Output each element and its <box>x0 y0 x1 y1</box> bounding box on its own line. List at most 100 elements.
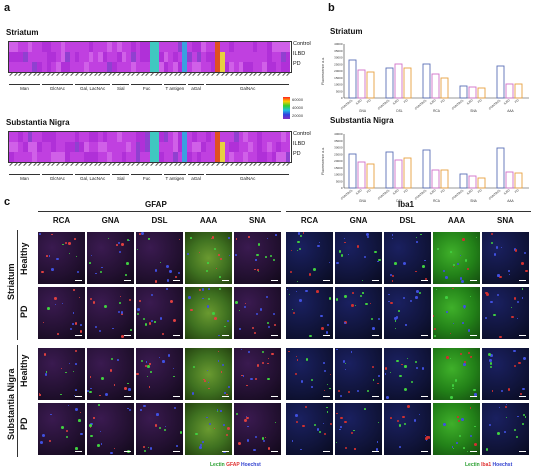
cell-speckle <box>266 322 270 325</box>
heatmap-cell <box>224 142 230 152</box>
heatmap-cell <box>285 132 291 142</box>
cell-speckle <box>159 317 163 320</box>
heatmap-cell <box>37 62 42 72</box>
heatmap-tick <box>93 162 97 166</box>
heatmap-tick <box>107 72 111 76</box>
micrograph-image <box>136 403 183 455</box>
cell-speckle <box>206 417 208 419</box>
heatmap-cell <box>196 42 202 52</box>
cell-speckle <box>316 289 319 293</box>
cell-speckle <box>452 322 455 325</box>
cell-speckle <box>61 302 64 304</box>
cell-speckle <box>329 387 331 389</box>
heatmap-tick <box>18 162 22 166</box>
cell-speckle <box>466 450 468 453</box>
heatmap-cell <box>243 132 249 142</box>
cell-speckle <box>295 414 298 418</box>
column-header: SNA <box>249 216 266 225</box>
cell-speckle <box>166 265 169 269</box>
heatmap-cell <box>126 62 131 72</box>
scale-bar <box>75 396 82 397</box>
heatmap-cell <box>18 42 24 52</box>
bar-label: ILBD <box>429 98 437 106</box>
cell-speckle <box>418 291 421 294</box>
heatmap-cell <box>9 42 14 52</box>
scale-bar <box>421 280 428 281</box>
colorbar <box>283 97 290 119</box>
heatmap-tick <box>112 72 116 76</box>
heatmap-row <box>9 152 291 162</box>
cell-speckle <box>390 371 392 374</box>
cell-speckle <box>39 233 41 235</box>
cell-speckle <box>350 350 353 353</box>
heatmap-cell <box>187 142 192 152</box>
heatmap-cell <box>234 62 239 72</box>
cell-speckle <box>393 261 397 265</box>
cell-speckle <box>296 280 299 283</box>
heatmap-cell <box>201 52 206 62</box>
bar-label: PD <box>403 188 409 194</box>
heatmap-tick <box>103 72 107 76</box>
cell-speckle <box>75 407 79 411</box>
cell-speckle <box>223 424 226 427</box>
cell-speckle <box>202 297 204 300</box>
cell-speckle <box>388 300 390 303</box>
cell-speckle <box>67 242 71 246</box>
y-tick-label: 35000 <box>334 49 343 53</box>
cell-speckle <box>402 415 405 419</box>
cell-speckle <box>414 419 417 422</box>
cell-speckle <box>299 299 302 303</box>
cell-speckle <box>199 289 202 292</box>
cell-speckle <box>60 393 62 396</box>
cell-speckle <box>461 280 465 284</box>
column-header: RCA <box>52 216 71 225</box>
cell-speckle <box>256 363 260 367</box>
heatmap-tick <box>263 162 267 166</box>
cell-speckle <box>248 236 250 238</box>
cell-speckle <box>410 300 413 303</box>
heatmap-cell <box>140 52 145 62</box>
cell-speckle <box>463 360 466 363</box>
heatmap-tick <box>178 72 182 76</box>
heatmap-cell <box>32 152 38 162</box>
cell-speckle <box>520 393 522 396</box>
cell-speckle <box>291 308 293 310</box>
cell-speckle <box>228 237 230 239</box>
cell-speckle <box>310 386 313 389</box>
scale-bar <box>124 396 131 397</box>
cell-speckle <box>136 372 139 376</box>
heatmap-cell <box>205 62 211 72</box>
cell-speckle <box>80 433 83 436</box>
heatmap-tick <box>159 162 163 166</box>
cell-speckle <box>39 441 43 445</box>
cell-speckle <box>199 251 201 253</box>
heatmap-cell <box>98 132 103 142</box>
heatmap-cell <box>173 152 178 162</box>
heatmap-tick <box>70 162 74 166</box>
heatmap-tick <box>75 72 79 76</box>
cell-speckle <box>75 255 78 258</box>
cell-speckle <box>416 241 418 243</box>
bar <box>468 86 477 99</box>
heatmap-cell <box>55 42 61 52</box>
heatmap-cell <box>74 152 80 162</box>
cell-speckle <box>256 253 260 257</box>
scale-bar <box>271 280 278 281</box>
heatmap-row <box>9 42 291 52</box>
group-label: Fuc <box>142 86 151 91</box>
cell-speckle <box>401 363 404 366</box>
scale-bar <box>372 280 379 281</box>
cell-speckle <box>90 254 93 256</box>
heatmap-cell <box>13 42 19 52</box>
cell-speckle <box>326 410 329 413</box>
cell-speckle <box>274 422 276 424</box>
cell-speckle <box>508 270 511 273</box>
cell-speckle <box>498 406 501 409</box>
heatmap-cell <box>74 42 80 52</box>
scale-bar <box>519 335 526 336</box>
cell-speckle <box>117 241 120 244</box>
cell-speckle <box>89 262 91 264</box>
scale-bar <box>173 396 180 397</box>
heatmap-cell <box>130 52 136 62</box>
cell-speckle <box>344 363 346 365</box>
